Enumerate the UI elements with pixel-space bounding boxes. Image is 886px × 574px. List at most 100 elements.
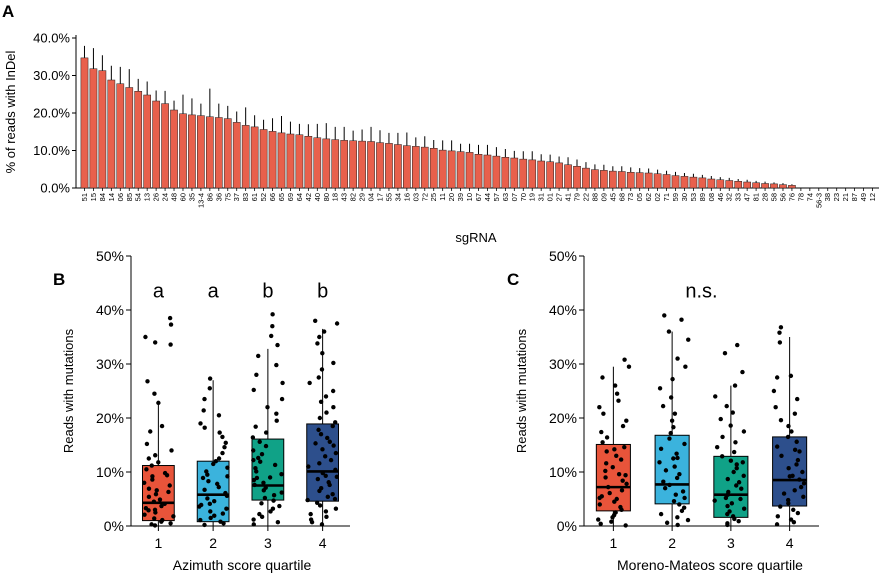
data-point bbox=[154, 488, 159, 493]
data-point bbox=[786, 466, 791, 471]
bar bbox=[206, 116, 214, 189]
x-tick-label: 36 bbox=[214, 193, 223, 201]
data-point bbox=[679, 508, 685, 514]
data-point bbox=[202, 396, 207, 402]
data-point bbox=[257, 511, 262, 517]
panel-a-y-tick-label: 30.0% bbox=[33, 68, 70, 83]
data-point bbox=[319, 367, 325, 372]
data-point bbox=[610, 464, 615, 470]
data-point bbox=[781, 491, 787, 496]
data-point bbox=[686, 337, 691, 342]
data-point bbox=[597, 495, 602, 501]
data-point bbox=[275, 342, 280, 348]
data-point bbox=[603, 475, 608, 480]
data-point bbox=[661, 479, 666, 484]
data-point bbox=[146, 456, 151, 461]
panel-c-box-plot: Reads with mutations Moreno-Mateos score… bbox=[514, 248, 819, 573]
x-tick-label: 07 bbox=[510, 193, 519, 201]
panel-a-y-tick-label: 10.0% bbox=[33, 143, 70, 158]
bar bbox=[546, 161, 554, 189]
bar bbox=[707, 178, 716, 189]
bar bbox=[591, 169, 599, 189]
bar bbox=[671, 175, 680, 189]
bar bbox=[197, 115, 205, 189]
data-point bbox=[620, 478, 625, 483]
x-tick-label: 02 bbox=[653, 193, 662, 201]
bar bbox=[770, 183, 778, 189]
data-point bbox=[314, 500, 320, 505]
bar bbox=[447, 150, 456, 189]
panel-c-x-tick-label: 2 bbox=[668, 535, 676, 551]
data-point bbox=[682, 495, 687, 501]
x-tick-label: 19 bbox=[528, 193, 537, 201]
data-point bbox=[279, 490, 284, 495]
bar bbox=[188, 114, 196, 189]
x-tick-label: 09 bbox=[599, 193, 608, 201]
data-point bbox=[324, 410, 329, 415]
data-point bbox=[162, 501, 167, 507]
data-point bbox=[601, 411, 606, 416]
data-point bbox=[740, 460, 745, 465]
data-point bbox=[723, 495, 729, 501]
data-point bbox=[792, 411, 798, 416]
data-point bbox=[775, 514, 780, 519]
data-point bbox=[149, 522, 154, 527]
bar bbox=[385, 143, 393, 189]
data-point bbox=[318, 432, 324, 437]
bar bbox=[403, 145, 411, 189]
data-point bbox=[795, 396, 800, 402]
data-point bbox=[785, 497, 791, 503]
bar bbox=[465, 152, 474, 189]
x-tick-label: 73 bbox=[626, 193, 635, 201]
data-point bbox=[145, 379, 150, 384]
bar bbox=[698, 177, 707, 189]
data-point bbox=[674, 451, 679, 456]
data-point bbox=[332, 496, 338, 502]
x-tick-label: 59 bbox=[671, 193, 680, 201]
data-point bbox=[671, 456, 676, 461]
data-point bbox=[664, 520, 670, 525]
x-tick-label: 82 bbox=[349, 193, 358, 201]
data-point bbox=[167, 315, 173, 321]
data-point bbox=[279, 396, 285, 402]
panel-c-x-tick-label: 3 bbox=[727, 535, 735, 551]
data-point bbox=[171, 514, 176, 519]
data-point bbox=[251, 387, 256, 393]
bar bbox=[644, 172, 653, 189]
panel-b-y-tick-label: 10% bbox=[96, 464, 124, 480]
x-tick-label: 66 bbox=[268, 193, 277, 201]
bar bbox=[635, 172, 644, 189]
data-point bbox=[797, 477, 802, 482]
x-tick-label: 04 bbox=[367, 193, 376, 201]
data-point bbox=[268, 509, 273, 514]
data-point bbox=[662, 486, 668, 491]
data-point bbox=[733, 440, 738, 445]
data-point bbox=[306, 464, 311, 469]
data-point bbox=[256, 353, 261, 359]
data-point bbox=[153, 453, 158, 458]
data-point bbox=[198, 421, 203, 426]
data-point bbox=[734, 483, 739, 488]
data-point bbox=[317, 461, 322, 466]
data-point bbox=[333, 450, 339, 456]
bar bbox=[537, 160, 546, 189]
x-tick-label: 39 bbox=[456, 193, 465, 201]
data-point bbox=[682, 441, 687, 447]
bar bbox=[662, 174, 671, 189]
data-point bbox=[606, 484, 611, 490]
bar bbox=[501, 157, 510, 189]
data-point bbox=[146, 486, 152, 491]
bar bbox=[600, 170, 608, 189]
x-tick-label: 10 bbox=[465, 193, 474, 201]
x-tick-label: 45 bbox=[608, 193, 617, 201]
data-point bbox=[671, 498, 677, 504]
data-point bbox=[216, 413, 222, 418]
data-point bbox=[261, 488, 266, 493]
data-point bbox=[738, 496, 743, 502]
data-point bbox=[250, 435, 256, 440]
data-point bbox=[609, 519, 614, 524]
data-point bbox=[674, 475, 680, 481]
significance-letter: b bbox=[317, 280, 328, 302]
data-point bbox=[612, 383, 618, 388]
bar bbox=[349, 140, 357, 189]
